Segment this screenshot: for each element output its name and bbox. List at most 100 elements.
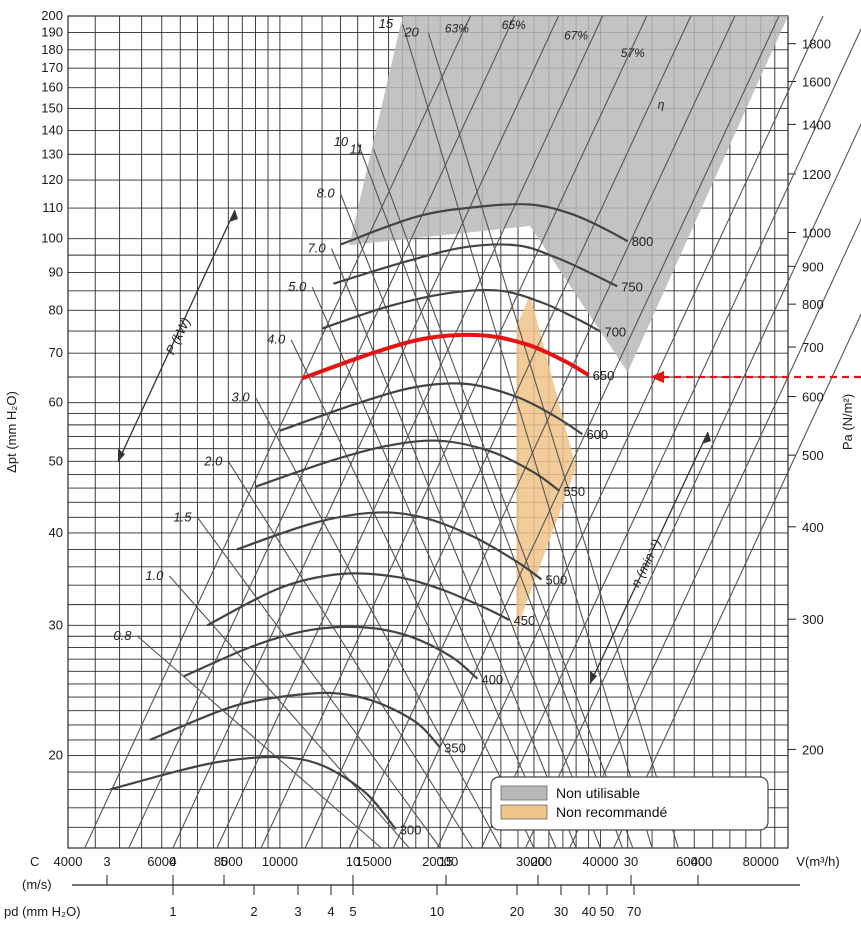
- y-left-tick-label: 120: [41, 172, 63, 187]
- c2-value: 30: [624, 854, 638, 869]
- speed-label-550: 550: [563, 484, 585, 499]
- legend-label-non-recommande: Non recommandé: [556, 804, 667, 820]
- power-label-0-8: 0.8: [113, 628, 132, 643]
- x-tick-label: 80000: [743, 854, 779, 869]
- speed-label-750: 750: [621, 279, 643, 294]
- y-left-tick-label: 110: [42, 200, 63, 215]
- power-axis-label: P (kW): [163, 315, 194, 357]
- speed-label-450: 450: [514, 613, 536, 628]
- y-right-tick-label: 900: [802, 259, 824, 274]
- y-right-tick-label: 1200: [802, 167, 831, 182]
- y-right-tick-label: 1600: [802, 75, 831, 90]
- c2-value: 40: [691, 854, 705, 869]
- pd-value: 5: [349, 904, 356, 919]
- diagonal-line: [85, 16, 471, 848]
- pd-value: 2: [250, 904, 257, 919]
- x-tick-label: 40000: [582, 854, 618, 869]
- power-label-11: 11: [350, 141, 364, 156]
- efficiency-label: 63%: [445, 21, 469, 35]
- y-left-tick-label: 150: [41, 100, 63, 115]
- pd-value: 4: [327, 904, 334, 919]
- y-left-tick-label: 60: [49, 395, 63, 410]
- speed-label-300: 300: [400, 822, 422, 837]
- power-label-3-0: 3.0: [232, 389, 251, 404]
- x-tick-label: 4000: [54, 854, 83, 869]
- y-right-tick-label: 700: [802, 340, 824, 355]
- speed-curve-300: [110, 757, 396, 829]
- speed-label-600: 600: [586, 427, 608, 442]
- efficiency-label: 67%: [564, 28, 588, 42]
- power-label-1-0: 1.0: [145, 568, 164, 583]
- speed-label-350: 350: [444, 741, 466, 756]
- pd-value: 50: [600, 904, 614, 919]
- pd-value: 3: [294, 904, 301, 919]
- y-left-tick-label: 180: [41, 42, 63, 57]
- c2-value: 4: [169, 854, 176, 869]
- y-left-axis-title: Δpt (mm H₂O): [4, 391, 19, 473]
- power-label-20: 20: [403, 24, 419, 39]
- y-right-tick-label: 200: [802, 742, 824, 757]
- y-left-tick-label: 20: [49, 748, 63, 763]
- efficiency-label: 65%: [502, 18, 526, 32]
- pd-value: 20: [510, 904, 524, 919]
- zone-non-utilisable: [349, 16, 788, 372]
- pd-value: 10: [430, 904, 444, 919]
- power-label-7-0: 7.0: [307, 240, 326, 255]
- speed-label-700: 700: [604, 324, 626, 339]
- speed-arrow-head-bottom: [590, 671, 597, 684]
- y-left-tick-label: 30: [49, 617, 63, 632]
- x-axis-title: V(m³/h): [796, 854, 839, 869]
- pd-value: 70: [627, 904, 641, 919]
- speed-label-800: 800: [632, 234, 654, 249]
- y-right-tick-label: 1000: [802, 225, 831, 240]
- y-left-tick-label: 70: [49, 345, 63, 360]
- y-left-tick-label: 160: [41, 80, 63, 95]
- efficiency-label: 57%: [621, 46, 645, 60]
- legend: Non utilisable Non recommandé: [491, 777, 768, 830]
- y-left-tick-label: 50: [49, 453, 63, 468]
- c2-value: 5: [220, 854, 227, 869]
- legend-swatch-non-recommande: [501, 805, 547, 819]
- eta-label: η: [658, 97, 665, 111]
- y-left-tick-label: 200: [41, 8, 63, 23]
- c2-value: 15: [439, 854, 453, 869]
- y-right-tick-label: 600: [802, 390, 824, 405]
- zone-layer: [349, 16, 788, 631]
- c2-label-letter: C: [30, 854, 39, 869]
- x-tick-label: 15000: [356, 854, 392, 869]
- c2-value: 3: [103, 854, 110, 869]
- c2-value: 20: [531, 854, 545, 869]
- y-right-tick-label: 1800: [802, 37, 831, 52]
- power-arrow-head-bottom: [118, 449, 125, 462]
- c2-value: 10: [346, 854, 360, 869]
- pd-value: 30: [554, 904, 568, 919]
- power-label-1-5: 1.5: [173, 509, 192, 524]
- y-left-tick-label: 140: [41, 123, 63, 138]
- power-label-2-0: 2.0: [203, 453, 223, 468]
- power-label-10: 10: [334, 134, 349, 149]
- legend-swatch-non-utilisable: [501, 786, 547, 800]
- legend-label-non-utilisable: Non utilisable: [556, 785, 640, 801]
- y-left-tick-label: 40: [49, 525, 63, 540]
- speed-axis-label: n (min⁻¹): [628, 537, 664, 590]
- power-label-15: 15: [379, 16, 394, 31]
- pd-value: 1: [169, 904, 176, 919]
- y-left-tick-label: 90: [49, 264, 63, 279]
- y-left-tick-label: 80: [49, 302, 63, 317]
- c2-units: (m/s): [22, 877, 52, 892]
- y-right-tick-label: 400: [802, 520, 824, 535]
- x-tick-label: 8000: [214, 854, 243, 869]
- x-tick-label: 10000: [262, 854, 298, 869]
- y-right-tick-label: 300: [802, 612, 824, 627]
- speed-curve-550: [256, 441, 560, 491]
- power-label-4-0: 4.0: [267, 332, 286, 347]
- y-left-tick-label: 100: [41, 231, 63, 246]
- speed-label-500: 500: [546, 573, 568, 588]
- power-line-8-0: [341, 194, 601, 848]
- speed-label-400: 400: [481, 672, 503, 687]
- y-left-tick-label: 170: [41, 60, 63, 75]
- pd-value: 40: [582, 904, 596, 919]
- speed-label-650: 650: [593, 368, 615, 383]
- y-right-tick-label: 1400: [802, 117, 831, 132]
